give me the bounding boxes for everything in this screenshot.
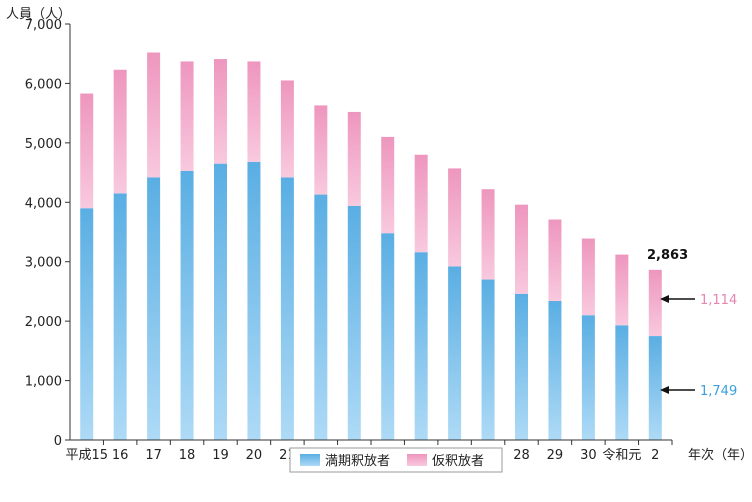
legend-swatch-parole — [407, 454, 427, 466]
arrow-expiry — [660, 386, 695, 394]
bar-expiry — [548, 300, 562, 440]
bar-parole — [581, 238, 595, 316]
bar-expiry — [414, 252, 428, 440]
bar-expiry — [80, 208, 94, 440]
bar-expiry — [515, 293, 528, 440]
x-tick-label: 平成15 — [65, 448, 108, 463]
bar-expiry — [615, 325, 629, 440]
bar-parole — [615, 254, 629, 326]
bar-parole — [214, 59, 227, 164]
bar-parole — [314, 105, 328, 195]
x-tick-label: 17 — [145, 448, 162, 463]
y-tick-label: 4,000 — [25, 196, 62, 211]
bar-parole — [381, 136, 395, 234]
x-tick-label: 30 — [580, 448, 597, 463]
bar-parole — [481, 189, 495, 280]
bar-parole — [113, 69, 127, 194]
bar-parole — [648, 269, 662, 337]
bar-expiry — [448, 266, 462, 440]
legend-swatch-expiry — [300, 454, 320, 466]
bar-expiry — [347, 205, 361, 440]
y-tick-label: 3,000 — [25, 256, 62, 271]
bar-expiry — [648, 336, 662, 440]
legend-label-expiry: 満期釈放者 — [325, 454, 390, 469]
bar-expiry — [113, 193, 127, 440]
bar-parole — [515, 204, 528, 294]
bar-expiry — [481, 279, 495, 440]
bar-parole — [247, 61, 261, 162]
y-tick-label: 0 — [54, 434, 62, 449]
bar-parole — [280, 80, 294, 178]
x-tick-label: 18 — [179, 448, 196, 463]
y-tick-label: 2,000 — [25, 315, 62, 330]
y-axis-label: 人員（人） — [6, 7, 71, 22]
bar-parole — [414, 154, 428, 253]
x-tick-label: 29 — [547, 448, 564, 463]
bar-parole — [180, 61, 194, 171]
bar-expiry — [247, 161, 261, 441]
bar-expiry — [581, 315, 595, 440]
legend-box — [289, 447, 503, 473]
bar-parole — [80, 93, 94, 209]
x-tick-label: 2 — [651, 448, 659, 463]
parole-value-label: 1,114 — [700, 293, 737, 308]
bar-expiry — [147, 177, 161, 440]
arrow-parole — [660, 295, 695, 303]
bar-parole — [147, 52, 161, 178]
bar-expiry — [280, 177, 294, 440]
bar-expiry — [314, 194, 328, 440]
x-tick-label: 20 — [246, 448, 263, 463]
x-tick-label: 19 — [212, 448, 229, 463]
y-tick-label: 1,000 — [25, 375, 62, 390]
y-axis-ticks: 0 1,000 2,000 3,000 4,000 5,000 6,000 7,000 — [25, 18, 70, 449]
bar-parole — [548, 219, 562, 301]
y-tick-label: 5,000 — [25, 137, 62, 152]
x-axis-label: 年次（年） — [688, 447, 752, 463]
x-tick-label: 28 — [513, 448, 530, 463]
x-tick-label: 16 — [112, 448, 129, 463]
bar-expiry — [180, 170, 194, 440]
y-tick-label: 6,000 — [25, 77, 62, 92]
y-tick-label: 7,000 — [25, 18, 62, 33]
bar-expiry — [381, 233, 395, 440]
expiry-value-label: 1,749 — [700, 384, 737, 399]
legend-label-parole: 仮釈放者 — [432, 454, 484, 469]
bar-parole — [347, 111, 361, 206]
total-label-last: 2,863 — [647, 248, 688, 263]
x-tick-label: 令和元 — [602, 448, 641, 463]
bars — [80, 52, 662, 441]
bar-expiry — [214, 163, 227, 440]
bar-parole — [448, 168, 462, 267]
